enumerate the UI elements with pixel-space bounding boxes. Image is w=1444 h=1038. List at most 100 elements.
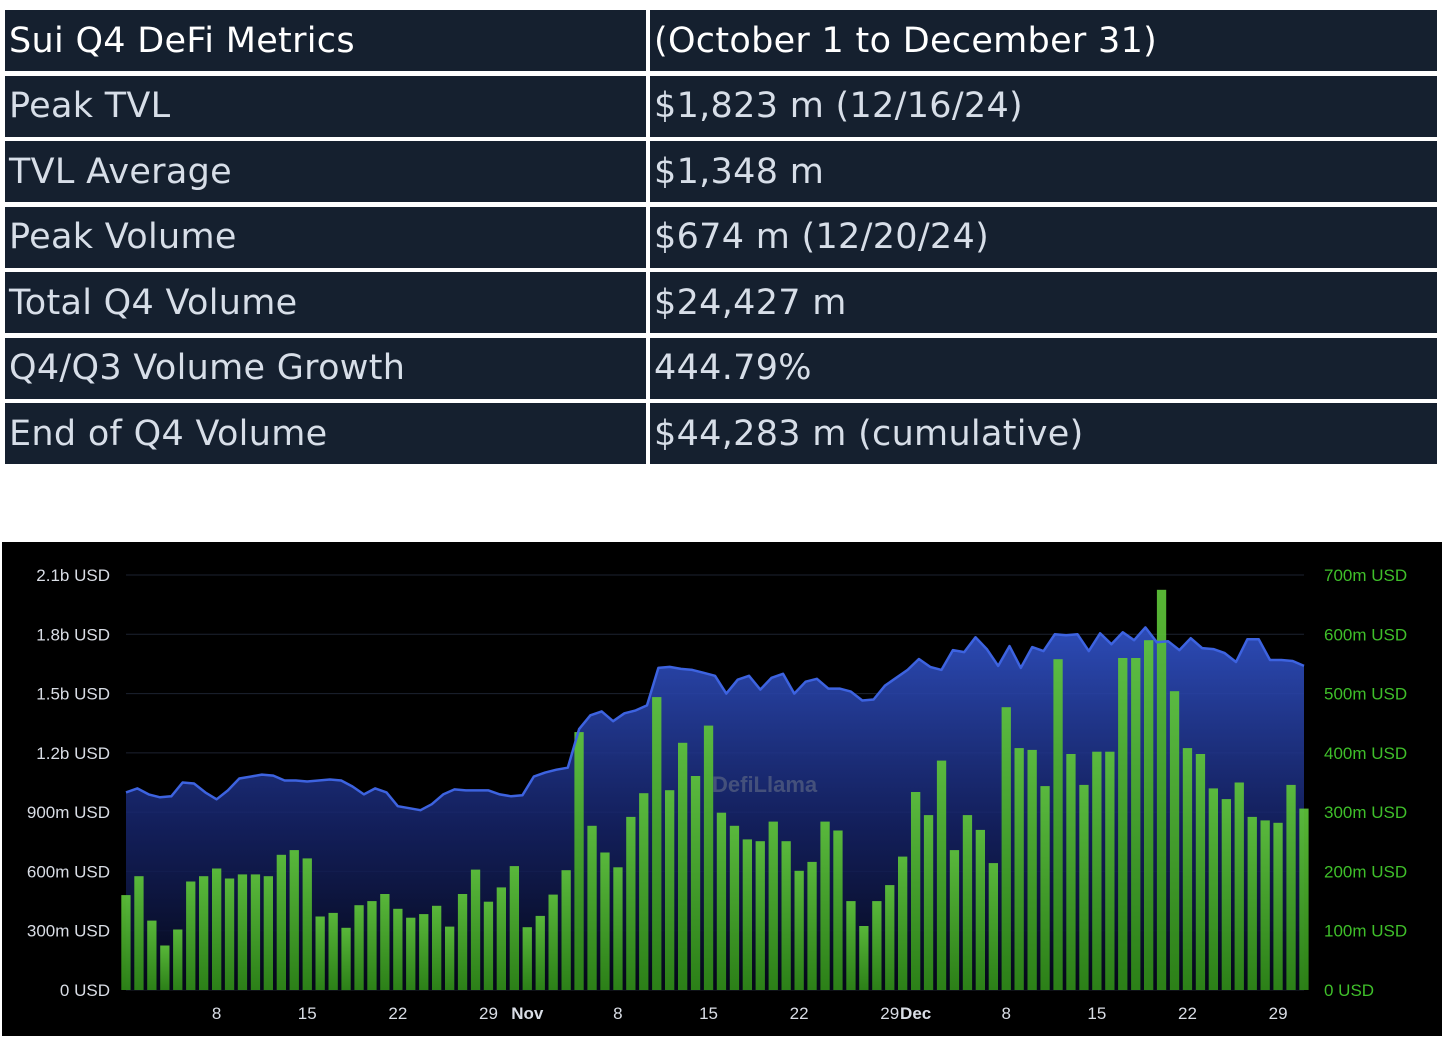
left-axis-tick-label: 1.8b USD <box>36 625 110 644</box>
x-axis-tick-label: 8 <box>613 1004 622 1023</box>
volume-bar <box>600 852 610 990</box>
watermark: DefiLlama <box>712 772 818 797</box>
volume-bar <box>1092 751 1102 990</box>
x-axis-tick-label: 29 <box>1269 1004 1288 1023</box>
metric-label: End of Q4 Volume <box>5 403 646 464</box>
volume-bar <box>263 876 273 990</box>
volume-bar <box>315 916 325 990</box>
volume-bar <box>885 885 895 990</box>
volume-bar <box>923 815 934 990</box>
metrics-header-row: Sui Q4 DeFi Metrics (October 1 to Decemb… <box>5 10 1437 71</box>
metric-value: $1,823 m (12/16/24) <box>650 75 1437 137</box>
volume-bar <box>561 870 571 990</box>
volume-bar <box>1208 788 1218 990</box>
metrics-row: Peak TVL $1,823 m (12/16/24) <box>5 75 1437 137</box>
right-axis-tick-label: 700m USD <box>1324 566 1407 585</box>
x-axis-tick-label: Nov <box>511 1004 544 1023</box>
volume-bar <box>445 926 455 990</box>
x-axis-tick-label: 8 <box>1002 1004 1011 1023</box>
volume-bar <box>898 856 908 990</box>
volume-bar <box>794 870 804 990</box>
metrics-row: TVL Average $1,348 m <box>5 141 1437 202</box>
volume-bar <box>962 815 973 990</box>
volume-bar <box>1234 782 1244 990</box>
volume-bar <box>574 732 584 990</box>
left-axis-tick-label: 900m USD <box>27 803 110 822</box>
metrics-header-value: (October 1 to December 31) <box>650 10 1437 71</box>
right-axis-tick-label: 100m USD <box>1324 922 1407 941</box>
volume-bar <box>470 869 481 990</box>
volume-bar <box>1001 707 1011 990</box>
volume-bar <box>160 945 170 990</box>
volume-bar <box>1040 786 1050 990</box>
x-axis-tick-label: 15 <box>699 1004 718 1023</box>
volume-bar <box>380 894 390 990</box>
left-axis-tick-label: 600m USD <box>27 862 110 881</box>
chart-svg: 0 USD 300m USD 600m USD 900m USD 1.2b USD 1.5… <box>27 566 1407 1023</box>
volume-bar <box>716 812 727 990</box>
metrics-row: Peak Volume $674 m (12/20/24) <box>5 206 1437 268</box>
volume-bar <box>1014 748 1024 990</box>
volume-bar <box>872 901 882 990</box>
volume-bar <box>690 776 701 990</box>
volume-bar <box>522 927 532 990</box>
volume-bar <box>975 829 985 990</box>
left-axis-tick-label: 0 USD <box>60 981 110 1000</box>
volume-bar <box>328 912 338 990</box>
tvl-line-layer <box>125 626 1305 812</box>
metrics-row: Q4/Q3 Volume Growth 444.79% <box>5 337 1437 399</box>
volume-bar <box>781 841 791 990</box>
volume-bar <box>1195 754 1206 990</box>
volume-bar <box>432 905 442 990</box>
volume-bar <box>1027 749 1037 990</box>
right-axis-tick-label: 200m USD <box>1324 862 1407 881</box>
volume-bar <box>1286 784 1296 990</box>
volume-bar <box>988 863 998 990</box>
x-axis-tick-label: 29 <box>880 1004 899 1023</box>
right-axis-tick-label: 600m USD <box>1324 625 1407 644</box>
volume-bar <box>729 825 740 990</box>
volume-bar <box>406 917 416 990</box>
metric-value: $674 m (12/20/24) <box>650 206 1437 268</box>
volume-bar <box>354 905 364 990</box>
volume-bar <box>911 792 921 990</box>
metric-value: 444.79% <box>650 337 1437 399</box>
volume-bar <box>1144 640 1154 990</box>
x-axis-tick-label: 22 <box>1178 1004 1197 1023</box>
volume-bar <box>587 825 597 990</box>
axis-labels: 0 USD 300m USD 600m USD 900m USD 1.2b USD 1.5… <box>27 566 1407 1023</box>
metric-value: $44,283 m (cumulative) <box>650 403 1437 464</box>
volume-bar <box>367 901 377 990</box>
volume-bar <box>859 926 869 990</box>
right-axis-tick-label: 0 USD <box>1324 981 1374 1000</box>
volume-bar <box>613 867 623 990</box>
volume-bar <box>807 861 817 990</box>
metric-label: Peak TVL <box>5 75 646 137</box>
volume-bar <box>1053 659 1063 990</box>
volume-bar <box>173 929 183 990</box>
volume-bar <box>1066 754 1076 990</box>
metric-label: Peak Volume <box>5 206 646 268</box>
volume-bar <box>186 881 196 990</box>
volume-bar <box>535 915 545 990</box>
volume-bar <box>820 821 830 990</box>
left-axis-tick-label: 1.2b USD <box>36 744 110 763</box>
volume-bar <box>237 874 248 990</box>
volume-bar <box>250 874 261 990</box>
volume-bar <box>1156 589 1167 990</box>
left-axis-tick-label: 1.5b USD <box>36 685 110 704</box>
volume-bars <box>121 589 1309 991</box>
metric-label: Q4/Q3 Volume Growth <box>5 337 646 399</box>
volume-bar <box>1221 799 1231 990</box>
volume-bar <box>652 697 662 990</box>
volume-bar <box>1299 808 1309 990</box>
volume-bar <box>639 793 649 990</box>
volume-bar <box>1105 751 1115 990</box>
left-axis-tick-label: 300m USD <box>27 922 110 941</box>
volume-bar <box>936 760 947 990</box>
volume-bar <box>224 878 235 990</box>
metric-label: Total Q4 Volume <box>5 272 646 333</box>
volume-bar <box>199 876 209 990</box>
volume-bar <box>302 858 312 990</box>
volume-bar <box>665 790 675 990</box>
